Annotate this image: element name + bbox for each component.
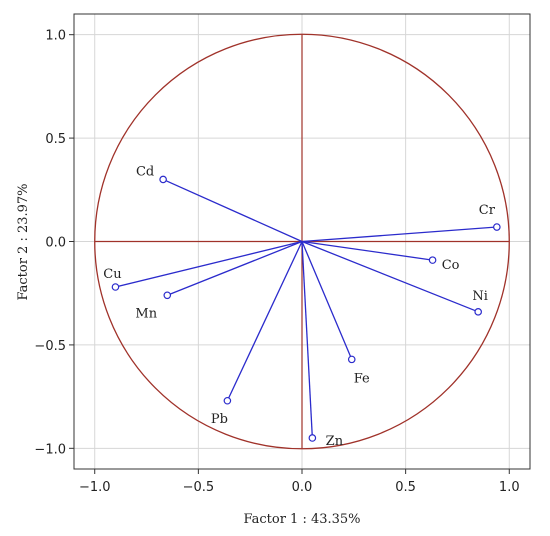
point-marker-ni bbox=[474, 308, 482, 316]
x-ticks: −1.0 −0.5 0.0 0.5 1.0 bbox=[79, 469, 520, 495]
y-tick-label: −0.5 bbox=[34, 339, 66, 354]
point-marker-zn bbox=[308, 434, 317, 442]
y-ticks: −1.0 −0.5 0.0 0.5 1.0 bbox=[34, 29, 74, 457]
point-marker-cr bbox=[493, 223, 501, 231]
point-marker-cu bbox=[111, 283, 120, 291]
unit-circle bbox=[94, 33, 510, 450]
x-tick-label: 1.0 bbox=[499, 480, 520, 495]
point-label-co: Co bbox=[442, 258, 460, 273]
point-label-cd: Cd bbox=[136, 164, 154, 179]
y-axis-title: Factor 2 : 23.97% bbox=[16, 183, 31, 300]
x-axis-title: Factor 1 : 43.35% bbox=[243, 512, 360, 527]
point-label-mn: Mn bbox=[135, 306, 157, 321]
point-marker-pb bbox=[223, 396, 232, 405]
vector-pb bbox=[226, 241, 303, 402]
point-label-cr: Cr bbox=[479, 203, 496, 218]
point-label-fe: Fe bbox=[354, 371, 370, 386]
x-tick-label: 0.5 bbox=[395, 480, 416, 495]
point-marker-co bbox=[428, 256, 437, 264]
y-tick-label: 0.5 bbox=[45, 132, 66, 147]
y-tick-label: 1.0 bbox=[45, 29, 66, 44]
vector-cu bbox=[115, 240, 303, 288]
y-tick-label: −1.0 bbox=[34, 442, 66, 457]
vector-zn bbox=[301, 241, 314, 439]
x-tick-label: −0.5 bbox=[183, 480, 215, 495]
loading-vectors: Cd Cr Co Ni Cu Mn Fe Pb Zn bbox=[103, 164, 501, 449]
point-marker-mn bbox=[163, 291, 172, 300]
point-marker-fe bbox=[347, 355, 356, 364]
vector-mn bbox=[167, 240, 303, 296]
point-label-ni: Ni bbox=[472, 289, 488, 304]
y-tick-label: 0.0 bbox=[45, 236, 66, 251]
vector-cd bbox=[162, 178, 303, 243]
point-marker-cd bbox=[159, 175, 167, 184]
vector-cr bbox=[301, 226, 497, 243]
vector-fe bbox=[301, 241, 353, 360]
vector-ni bbox=[301, 240, 479, 313]
vector-co bbox=[301, 240, 433, 261]
point-label-cu: Cu bbox=[103, 267, 121, 282]
x-tick-label: 0.0 bbox=[292, 480, 313, 495]
point-label-pb: Pb bbox=[211, 412, 228, 427]
x-tick-label: −1.0 bbox=[79, 480, 111, 495]
point-label-zn: Zn bbox=[326, 434, 344, 449]
